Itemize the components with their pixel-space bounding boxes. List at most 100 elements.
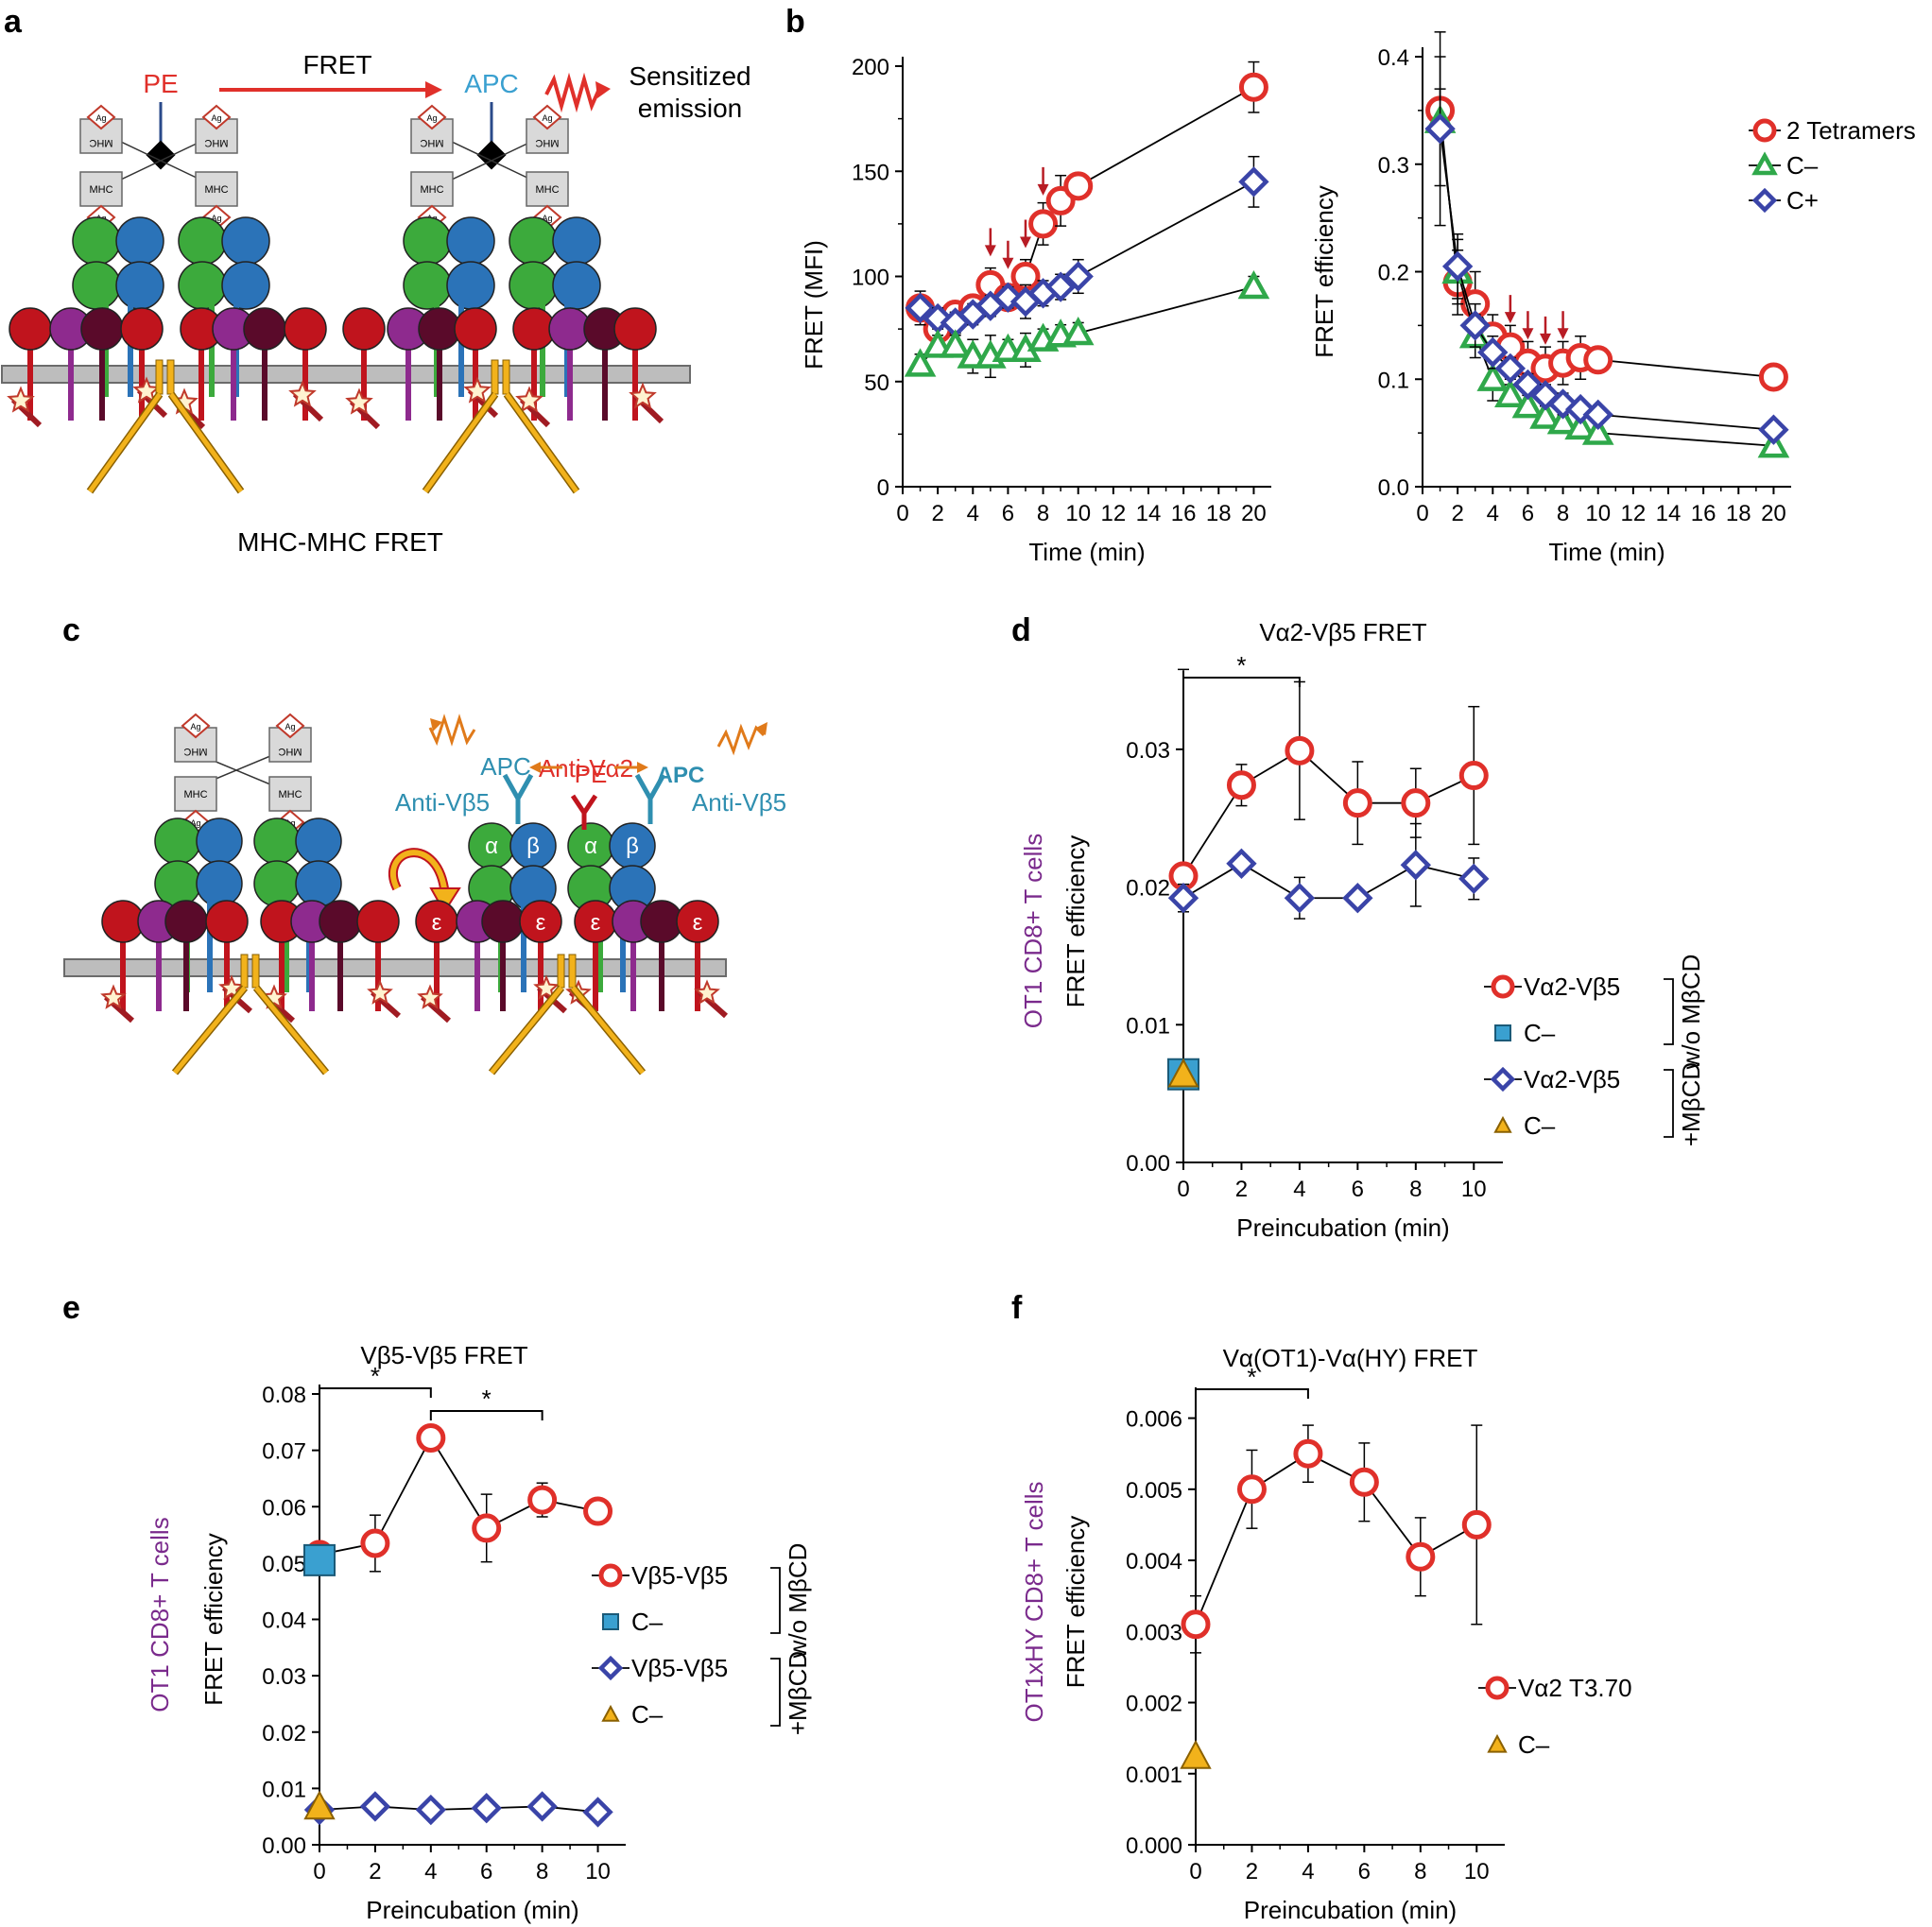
- fret-arrow-right-head: [637, 762, 648, 773]
- phospho-star: [132, 376, 161, 404]
- chart-title: Vα(OT1)-Vα(HY) FRET: [1223, 1344, 1478, 1372]
- mhc-bottom-right-label: MHC: [535, 184, 559, 196]
- mhc-bottom-right: [526, 171, 569, 207]
- series-3: [1167, 1058, 1199, 1088]
- data-point: [1236, 1474, 1267, 1505]
- cd8-arm-fill: [571, 986, 645, 1075]
- y-axis-label: FRET efficiency: [1061, 1516, 1090, 1689]
- legend-marker: [1751, 151, 1778, 176]
- x-tick-label: 12: [1101, 501, 1127, 526]
- legend-label: Vα2-Vβ5: [1524, 1065, 1620, 1093]
- time-arrow-head: [1522, 328, 1534, 340]
- phospho-star: [367, 979, 393, 1005]
- data-point: [1406, 1541, 1436, 1572]
- legend-label: Vβ5-Vβ5: [631, 1561, 728, 1590]
- cd8-stem: [251, 954, 260, 989]
- phospho-star: [7, 386, 35, 413]
- tcr-alpha: [72, 216, 121, 266]
- cd3-subunit: [454, 307, 497, 351]
- data-point: [471, 1793, 502, 1824]
- mhc-top-left-label: MHC: [183, 746, 207, 757]
- data-point: [359, 1791, 391, 1822]
- curved-arrow-fill: [389, 850, 447, 890]
- legend-marker: [1494, 1024, 1511, 1041]
- data-point: [939, 329, 972, 358]
- cd3-subunit: [356, 900, 400, 943]
- y-tick-label: 0.3: [1378, 153, 1409, 179]
- x-tick-label: 10: [1464, 1859, 1490, 1884]
- y-tick-label: 0.02: [1126, 876, 1170, 902]
- group-label: w/o MβCD: [1677, 955, 1705, 1071]
- mhc-bottom-right-ag: Ag: [211, 214, 221, 223]
- x-tick-label: 16: [1171, 501, 1197, 526]
- alpha-label: α: [485, 834, 498, 859]
- cd3-subunit: [481, 900, 525, 943]
- series-2: [303, 1791, 613, 1828]
- cell-type-label: OT1 CD8+ T cells: [1019, 834, 1047, 1028]
- mhc-top-right-ag-diamond: [532, 104, 562, 130]
- cd8-stem: [502, 359, 510, 395]
- y-tick-label: 0.03: [1126, 738, 1170, 764]
- time-arrow-head: [1037, 183, 1049, 196]
- sensitized-label: Sensitized: [629, 61, 750, 91]
- apc-label: APC: [464, 69, 519, 98]
- significance-star: *: [1236, 651, 1246, 680]
- mhc-bottom-left-label: MHC: [89, 184, 112, 196]
- series-1: [303, 1543, 336, 1576]
- legend-marker: [1487, 1733, 1508, 1753]
- x-tick-label: 4: [1302, 1859, 1314, 1884]
- x-tick-label: 10: [1461, 1177, 1487, 1202]
- emission-head-right: [756, 722, 768, 735]
- data-point: [1461, 1509, 1492, 1540]
- legend-label: C–: [1786, 151, 1819, 180]
- mhc-top-left-ag-diamond: [417, 104, 447, 130]
- data-point: [1401, 788, 1431, 818]
- legend-label: Vβ5-Vβ5: [631, 1654, 728, 1682]
- x-tick-label: 8: [536, 1859, 548, 1884]
- tcr-beta-c: [295, 860, 342, 907]
- tcr-alpha: [253, 817, 301, 865]
- data-point: [1476, 362, 1509, 391]
- y-tick-label: 150: [852, 160, 889, 185]
- legend-marker: [598, 1563, 623, 1588]
- group-label: +MβCD: [1677, 1062, 1705, 1146]
- alpha-label: α: [584, 834, 597, 859]
- mhc-top-right-ag-diamond: [201, 104, 232, 130]
- y-tick-label: 200: [852, 55, 889, 80]
- epsilon-label: ε: [693, 910, 703, 936]
- time-arrow-head: [1002, 257, 1014, 269]
- mhc-bottom-right-ag: Ag: [542, 214, 552, 223]
- mhc-top-left-ag-diamond: [86, 104, 116, 130]
- mhc-top-right-label: MHC: [535, 137, 559, 148]
- y-tick-label: 0: [877, 475, 889, 501]
- tcr-alpha-c: [509, 261, 558, 310]
- time-arrow-head: [984, 245, 996, 257]
- panel-label-d: d: [1011, 612, 1031, 648]
- data-point: [1583, 345, 1613, 375]
- data-point: [1167, 1058, 1199, 1088]
- data-point: [360, 1528, 390, 1558]
- mhc-top-left-label: MHC: [89, 137, 112, 148]
- x-tick-label: 6: [1522, 501, 1534, 526]
- group-bracket: [770, 1567, 781, 1634]
- x-tick-label: 6: [1352, 1177, 1364, 1202]
- mhc-bottom-left-label: MHC: [183, 789, 207, 800]
- legend-marker: [1751, 187, 1778, 214]
- cd3-subunit: [319, 900, 362, 943]
- phospho-star: [345, 387, 373, 415]
- x-tick-label: 0: [1177, 1177, 1189, 1202]
- data-point: [1284, 883, 1316, 914]
- y-tick-label: 0.000: [1126, 1833, 1182, 1859]
- y-tick-label: 50: [864, 370, 889, 396]
- y-tick-label: 0.07: [262, 1439, 306, 1465]
- y-tick-label: 0.03: [262, 1664, 306, 1690]
- data-point: [1293, 1438, 1323, 1469]
- data-point: [1400, 850, 1432, 881]
- tcr-alpha-c: [403, 261, 452, 310]
- tcr-beta-c: [196, 860, 243, 907]
- cd8-stem: [557, 954, 565, 989]
- panel-label-b: b: [785, 4, 805, 40]
- mhc-top-left-ag: Ag: [95, 113, 106, 123]
